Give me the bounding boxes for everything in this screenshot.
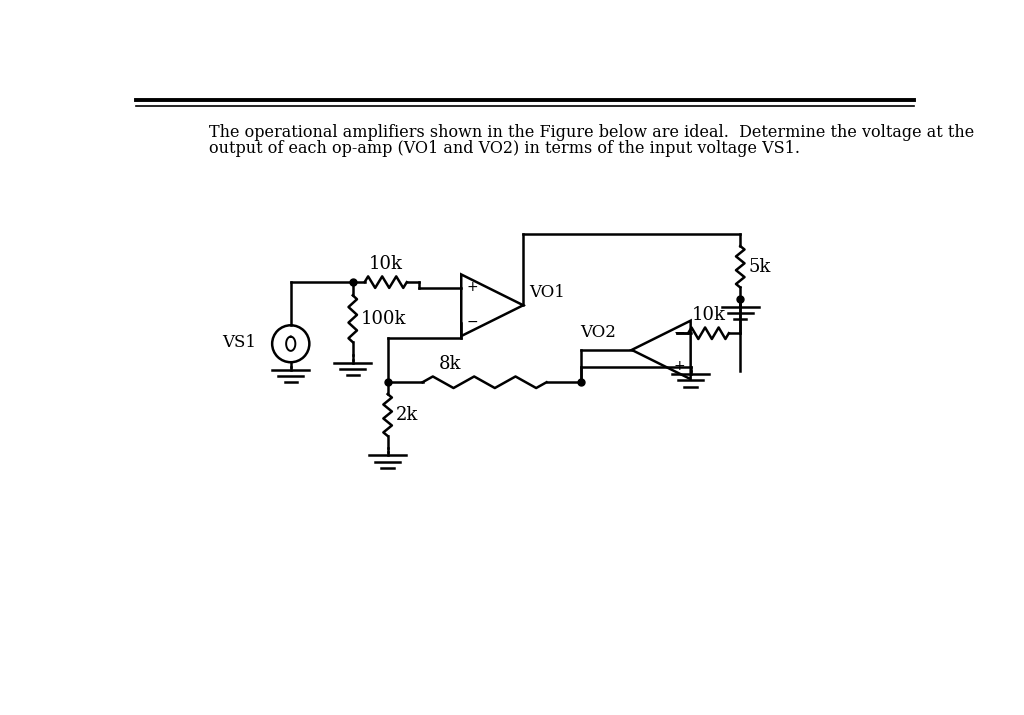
Text: −: −	[674, 325, 685, 340]
Text: 5k: 5k	[748, 257, 770, 276]
Text: +: +	[674, 359, 685, 373]
Text: VO1: VO1	[528, 284, 564, 301]
Text: VO2: VO2	[581, 325, 616, 342]
Text: The operational amplifiers shown in the Figure below are ideal.  Determine the v: The operational amplifiers shown in the …	[209, 124, 975, 142]
Text: 10k: 10k	[691, 306, 725, 324]
Text: 10k: 10k	[369, 255, 402, 273]
Text: +: +	[467, 280, 478, 294]
Text: output of each op-amp (VO1 and VO2) in terms of the input voltage VS1.: output of each op-amp (VO1 and VO2) in t…	[209, 140, 801, 157]
Text: 8k: 8k	[438, 355, 461, 373]
Text: −: −	[467, 315, 478, 329]
Text: 2k: 2k	[395, 406, 418, 424]
Text: VS1: VS1	[222, 334, 256, 351]
Text: 100k: 100k	[360, 310, 406, 327]
